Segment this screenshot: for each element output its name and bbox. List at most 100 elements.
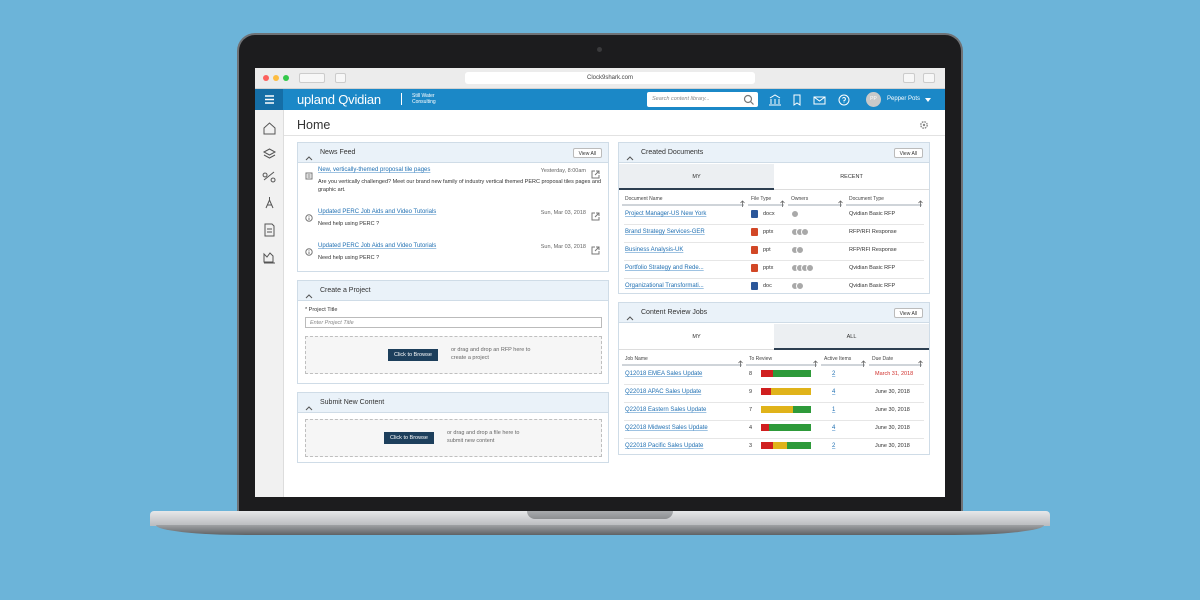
view-all-button[interactable]: View All [893,148,923,158]
sidebar-icons[interactable] [255,110,284,270]
header-icons[interactable] [767,93,877,107]
file-type: pptx [763,229,774,235]
sidebar-button[interactable] [335,73,346,83]
sort-arrow-shape [738,360,743,367]
close-dot[interactable] [263,75,269,81]
open-link[interactable] [591,208,600,226]
panel-header: Submit New Content [298,393,608,413]
file-type: docx [763,211,775,217]
document-link[interactable]: Brand Strategy Services-GER [625,229,705,235]
column-header[interactable]: Job Name [622,354,742,366]
document-link[interactable]: Business Analysis-UK [625,247,684,253]
sort-arrow[interactable] [918,195,923,213]
news-link[interactable]: Updated PERC Job Aids and Video Tutorial… [318,209,437,215]
view-all-button[interactable]: View All [893,308,923,318]
user-caret[interactable] [925,98,931,102]
sort-arrow[interactable] [813,355,818,373]
tab[interactable]: MY [619,164,774,190]
file-type: doc [763,283,772,289]
owner-avatar[interactable] [801,228,809,236]
collapse-toggle[interactable] [305,149,313,167]
tab[interactable]: ALL [774,324,929,350]
collapse-toggle-shape [305,294,313,299]
file-icon [751,210,758,218]
column-header[interactable]: Document Type [846,194,922,206]
sort-arrow-shape [740,200,745,207]
column-header[interactable]: File Type [748,194,784,206]
brand: upland Qvidian [297,92,381,107]
drop-zone[interactable]: Click to Browse or drag and drop a file h… [305,419,602,457]
collapse-toggle[interactable] [626,309,634,327]
url-bar[interactable]: Clock9shark.com [465,72,755,84]
panel-title: Created Documents [641,149,704,156]
file-icon [751,282,758,290]
active-items[interactable]: 4 [832,425,836,431]
nav-buttons[interactable] [299,73,325,83]
search-icon[interactable] [743,94,755,106]
news-date: Sun, Mar 03, 2018 [540,244,586,250]
column-header[interactable]: To Review [746,354,817,366]
owner-avatar[interactable] [806,264,814,272]
news-link[interactable]: New, vertically-themed proposal tile pag… [318,167,431,173]
job-link[interactable]: Q22018 APAC Sales Update [625,389,702,395]
document-type: RFP/RFI Response [849,247,897,253]
drop-zone[interactable]: Click to Browse or drag and drop an RFP h… [305,336,602,374]
job-link[interactable]: Q22018 Pacific Sales Update [625,443,704,449]
project-title-input[interactable]: Enter Project Title [305,317,602,328]
job-link[interactable]: Q22018 Midwest Sales Update [625,425,708,431]
to-review-count: 4 [749,425,753,431]
job-link[interactable]: Q12018 EMEA Sales Update [625,371,703,377]
owner-avatar[interactable] [796,282,804,290]
panel-title: News Feed [320,149,356,156]
page-title: Home [297,118,331,132]
active-items[interactable]: 2 [832,371,836,377]
news-text: Need help using PERC ? [318,221,380,227]
settings-icon[interactable] [919,120,929,130]
sort-arrow[interactable] [918,355,923,373]
menu-button[interactable] [255,89,283,110]
sort-arrow-shape [780,200,785,207]
tab[interactable]: RECENT [774,164,929,190]
collapse-toggle-shape [626,156,634,161]
laptop-notch [527,511,673,519]
document-link[interactable]: Project Manager-US New York [625,211,707,217]
owner-avatar[interactable] [791,210,799,218]
sort-arrow[interactable] [738,355,743,373]
owner-avatar[interactable] [796,246,804,254]
column-header[interactable]: Due Date [869,354,922,366]
column-header[interactable]: Owners [788,194,842,206]
collapse-toggle[interactable] [305,399,313,417]
divider [284,135,945,136]
screen: Clock9shark.com upland Qvidian Still Wat… [255,68,945,497]
column-header[interactable]: Document Name [622,194,744,206]
file-icon [751,246,758,254]
news-link[interactable]: Updated PERC Job Aids and Video Tutorial… [318,243,437,249]
user-avatar[interactable]: PP [866,92,881,107]
document-link[interactable]: Organizational Transformati... [625,283,704,289]
browse-button[interactable]: Click to Browse [384,432,434,444]
collapse-toggle[interactable] [626,149,634,167]
sort-arrow[interactable] [740,195,745,213]
user-name[interactable]: Pepper Pots [887,96,921,102]
active-items[interactable]: 1 [832,407,836,413]
collapse-toggle[interactable] [305,287,313,305]
open-link[interactable] [591,166,600,184]
share-button[interactable] [903,73,915,83]
column-header[interactable]: Active Items [821,354,865,366]
tab[interactable]: MY [619,324,774,350]
search-box[interactable]: Search content library... [647,92,758,107]
zoom-dot[interactable] [283,75,289,81]
active-items[interactable]: 4 [832,389,836,395]
sort-arrow[interactable] [861,355,866,373]
tabs-button[interactable] [923,73,935,83]
minimize-dot[interactable] [273,75,279,81]
open-link[interactable] [591,242,600,260]
due-date: March 31, 2018 [875,371,914,377]
document-link[interactable]: Portfolio Strategy and Rede... [625,265,704,271]
job-link[interactable]: Q22018 Eastern Sales Update [625,407,707,413]
sort-arrow[interactable] [780,195,785,213]
active-items[interactable]: 2 [832,443,836,449]
view-all-button[interactable]: View All [572,148,602,158]
sort-arrow[interactable] [838,195,843,213]
browse-button[interactable]: Click to Browse [388,349,438,361]
